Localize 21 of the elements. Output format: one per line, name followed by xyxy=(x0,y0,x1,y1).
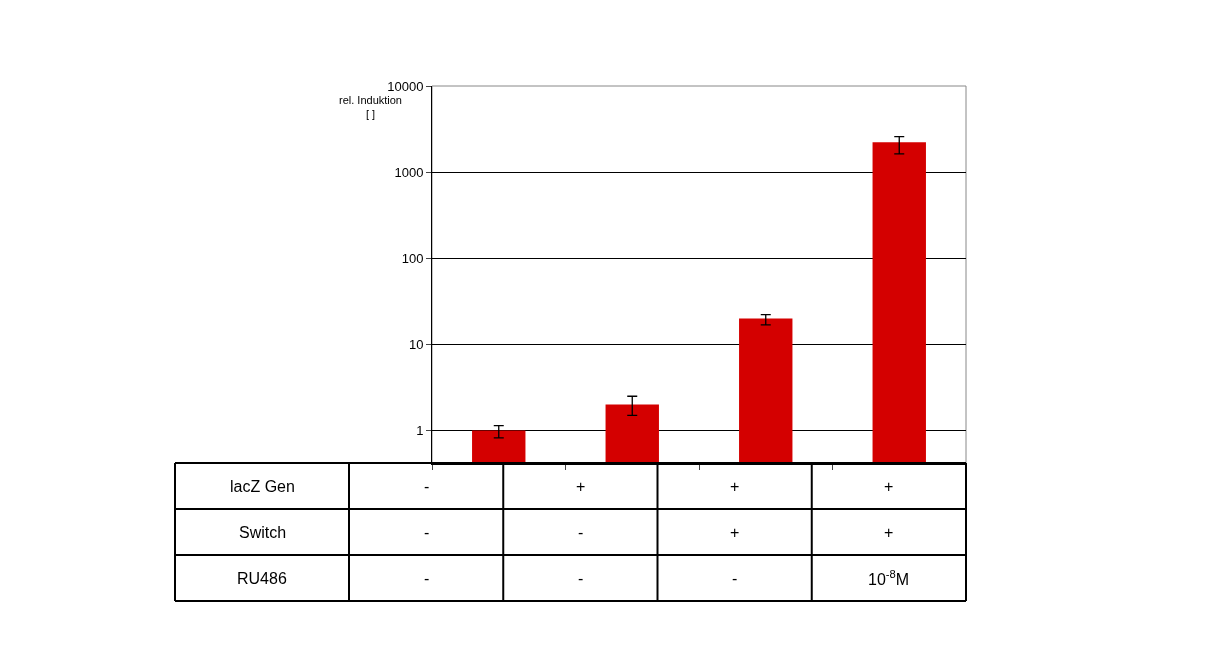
y-tick-label: 1 xyxy=(416,423,424,439)
y-tick-label: 1000 xyxy=(394,164,424,180)
y-tick-label: 100 xyxy=(401,250,424,266)
y-tick-label: 10000 xyxy=(387,78,424,94)
text: - xyxy=(424,524,430,541)
text: Switch xyxy=(239,524,287,541)
text: + xyxy=(884,524,894,541)
y-axis-title: rel. Induktion [ ] xyxy=(339,94,402,121)
text: RU486 xyxy=(237,570,287,587)
text: - xyxy=(732,570,738,587)
text: + xyxy=(884,478,894,495)
text: - xyxy=(578,570,584,587)
text: - xyxy=(578,524,584,541)
text: 10$^{-8}$M xyxy=(868,568,910,588)
text: + xyxy=(730,524,740,541)
text: - xyxy=(424,570,430,587)
text: + xyxy=(576,478,586,495)
text: lacZ Gen xyxy=(230,478,295,495)
y-tick-label: 10 xyxy=(408,336,424,352)
text: - xyxy=(424,478,430,495)
text: + xyxy=(730,478,740,495)
